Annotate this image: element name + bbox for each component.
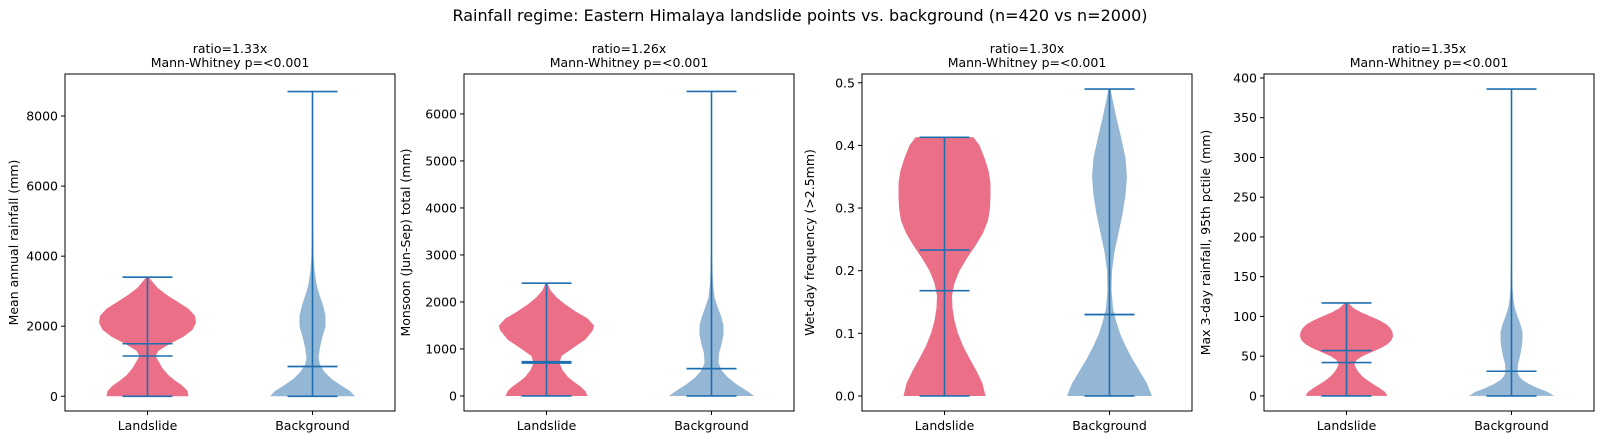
panel-title-test: Mann-Whitney p=<0.001 [550, 55, 709, 70]
x-tick-label-background: Background [275, 418, 350, 433]
y-tick-label: 250 [1233, 190, 1257, 205]
x-tick-label-landslide: Landslide [517, 418, 577, 433]
y-tick-label: 0.5 [835, 75, 855, 90]
y-tick-label: 2000 [26, 319, 58, 334]
y-tick-label: 6000 [425, 106, 457, 121]
panel-2: 0 1000 2000 3000 4000 5000 6000 Landslide Backgr… [398, 41, 795, 433]
y-tick-label: 0 [50, 389, 58, 404]
y-tick-label: 0.0 [835, 388, 855, 403]
y-tick-label: 150 [1233, 269, 1257, 284]
y-tick-label: 4000 [425, 200, 457, 215]
panel-1: 0 2000 4000 6000 8000 Landslide Background rati… [6, 41, 396, 433]
y-axis-label: Max 3-day rainfall, 95th pctile (mm) [1198, 130, 1213, 356]
y-axis-label: Monsoon (Jun-Sep) total (mm) [398, 148, 413, 336]
y-tick-label: 400 [1233, 70, 1257, 85]
y-tick-label: 4000 [26, 249, 58, 264]
x-tick-label-landslide: Landslide [915, 418, 975, 433]
y-tick-label: 300 [1233, 150, 1257, 165]
x-tick-label-background: Background [1072, 418, 1147, 433]
y-axis-label: Mean annual rainfall (mm) [6, 160, 21, 326]
x-tick-label-landslide: Landslide [118, 418, 178, 433]
panel-title-ratio: ratio=1.30x [990, 41, 1065, 56]
panel-title-test: Mann-Whitney p=<0.001 [948, 55, 1107, 70]
plot-frame [1263, 73, 1595, 412]
x-tick-label-background: Background [1474, 418, 1549, 433]
panel-title-ratio: ratio=1.26x [592, 41, 667, 56]
x-tick-label-landslide: Landslide [1317, 418, 1377, 433]
y-tick-label: 0.3 [835, 201, 855, 216]
y-tick-label: 3000 [425, 247, 457, 262]
y-tick-label: 8000 [26, 109, 58, 124]
x-tick-label-background: Background [674, 418, 749, 433]
y-tick-label: 0.1 [835, 326, 855, 341]
panel-4: 0 50 100 150 200 250 300 350 400 Landslide Backgro… [1198, 41, 1595, 433]
panel-title-test: Mann-Whitney p=<0.001 [1350, 55, 1509, 70]
plot-frame [64, 73, 396, 412]
panel-3: 0.0 0.1 0.2 0.3 0.4 0.5 Landslide Background rat… [802, 41, 1193, 433]
plot-frame [861, 73, 1193, 412]
y-tick-label: 2000 [425, 294, 457, 309]
y-tick-label: 0 [1249, 388, 1257, 403]
y-tick-label: 6000 [26, 179, 58, 194]
y-tick-label: 200 [1233, 229, 1257, 244]
y-tick-label: 1000 [425, 341, 457, 356]
y-tick-label: 0.2 [835, 263, 855, 278]
panel-title-test: Mann-Whitney p=<0.001 [151, 55, 310, 70]
y-tick-label: 0.4 [835, 138, 855, 153]
panel-title-ratio: ratio=1.33x [193, 41, 268, 56]
plot-frame [463, 73, 795, 412]
y-tick-label: 0 [449, 388, 457, 403]
y-tick-label: 350 [1233, 110, 1257, 125]
y-tick-label: 5000 [425, 153, 457, 168]
y-tick-label: 100 [1233, 309, 1257, 324]
y-tick-label: 50 [1241, 349, 1257, 364]
figure-suptitle: Rainfall regime: Eastern Himalaya landsl… [452, 6, 1147, 25]
panel-title-ratio: ratio=1.35x [1392, 41, 1467, 56]
y-axis-label: Wet-day frequency (>2.5mm) [802, 149, 817, 336]
